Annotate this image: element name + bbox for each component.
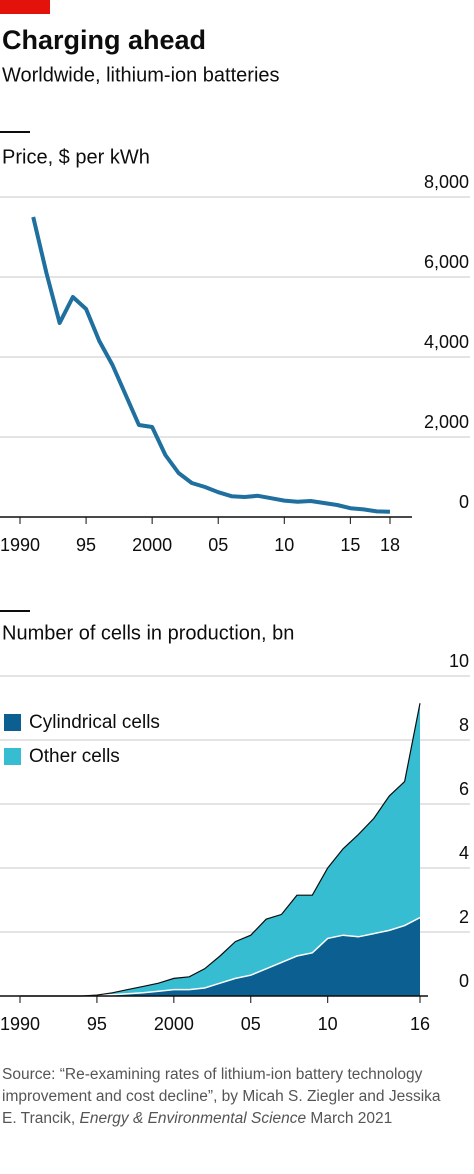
x-tick-label: 05 (241, 1014, 261, 1034)
x-tick-label: 15 (340, 535, 360, 555)
y-tick-label: 10 (449, 651, 469, 671)
x-tick-label: 18 (380, 535, 400, 555)
x-tick-label: 10 (318, 1014, 338, 1034)
x-tick-label: 16 (410, 1014, 430, 1034)
x-tick-label: 10 (274, 535, 294, 555)
x-tick-label: 2000 (154, 1014, 194, 1034)
chart-title: Price, $ per kWh (2, 146, 150, 168)
x-tick-label: 1990 (0, 1014, 40, 1034)
x-tick-label: 95 (76, 535, 96, 555)
area (20, 703, 420, 996)
source-journal: Energy & Environmental Science (79, 1110, 307, 1127)
y-tick-label: 8 (459, 715, 469, 735)
y-tick-label: 0 (459, 492, 469, 512)
legend-label: Cylindrical cells (29, 712, 160, 733)
y-tick-label: 0 (459, 971, 469, 991)
chart: Charging ahead Worldwide, lithium-ion ba… (0, 0, 470, 1034)
x-tick-label: 2000 (132, 535, 172, 555)
source: Source: “Re-examining rates of lithium-i… (2, 1064, 442, 1130)
x-tick-label: 05 (208, 535, 228, 555)
y-tick-label: 6 (459, 779, 469, 799)
page-title: Charging ahead (2, 25, 206, 55)
legend-swatch (4, 748, 21, 765)
y-tick-label: 2 (459, 907, 469, 927)
page-subtitle: Worldwide, lithium-ion batteries (2, 64, 280, 86)
source-date: March 2021 (306, 1110, 393, 1127)
y-tick-label: 2,000 (424, 412, 469, 432)
brand-tag (0, 0, 50, 14)
area (20, 917, 420, 996)
legend-swatch (4, 714, 21, 731)
legend-label: Other cells (29, 746, 120, 767)
price-line (31, 216, 391, 514)
x-tick-label: 1990 (0, 535, 40, 555)
source-text: Source: “Re-examining rates of lithium-i… (2, 1066, 441, 1127)
x-tick-label: 95 (87, 1014, 107, 1034)
chart-title: Number of cells in production, bn (2, 622, 294, 644)
y-tick-label: 6,000 (424, 252, 469, 272)
y-tick-label: 4 (459, 843, 469, 863)
y-tick-label: 4,000 (424, 332, 469, 352)
y-tick-label: 8,000 (424, 172, 469, 192)
